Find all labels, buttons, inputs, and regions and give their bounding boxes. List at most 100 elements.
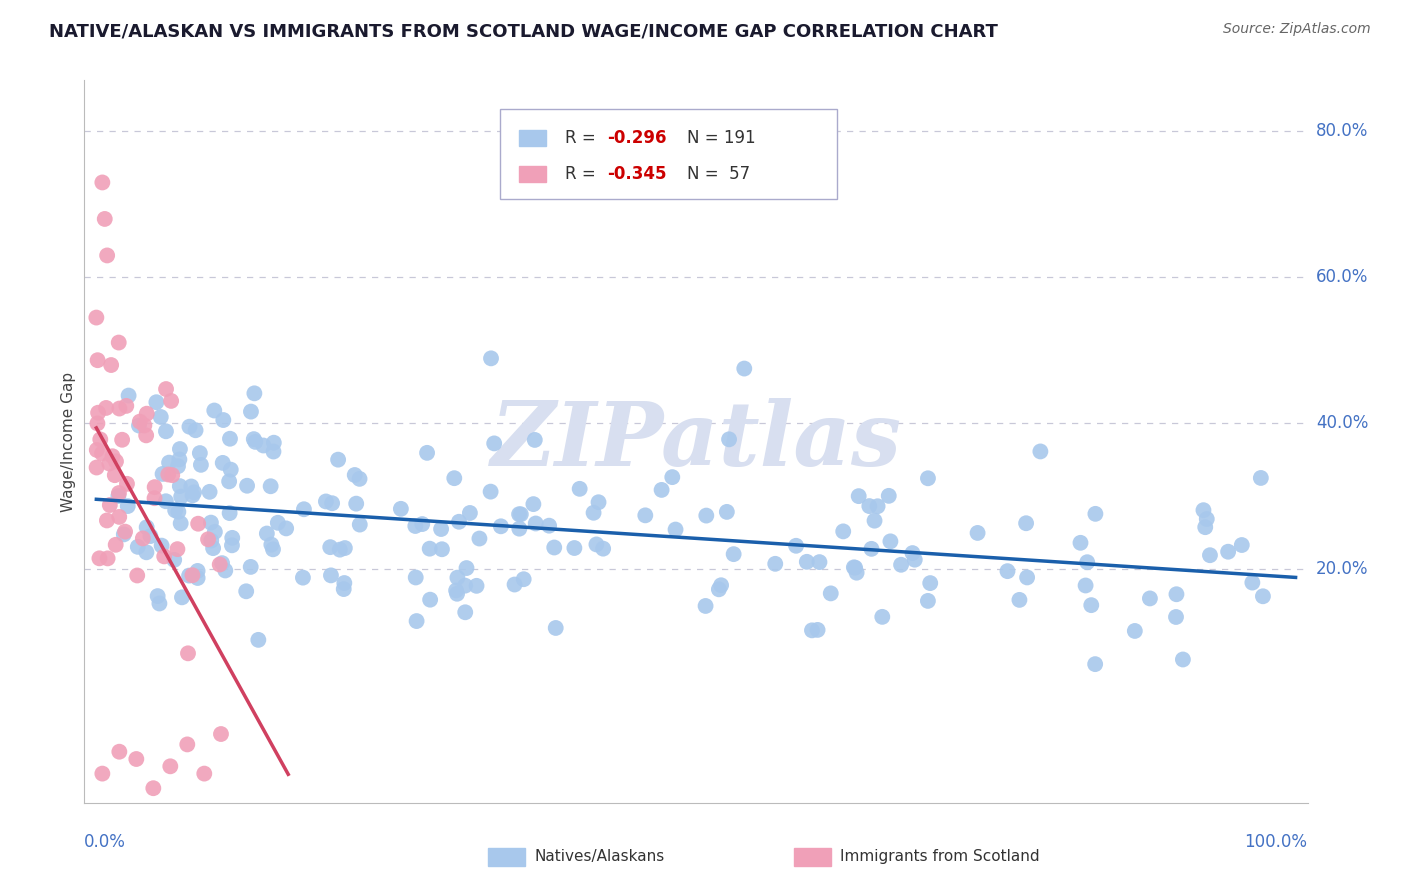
Point — [184, 423, 207, 437]
Point — [170, 490, 193, 504]
Point — [101, 449, 124, 463]
FancyBboxPatch shape — [488, 848, 524, 865]
FancyBboxPatch shape — [519, 166, 546, 182]
Text: Immigrants from Scotland: Immigrants from Scotland — [841, 849, 1040, 864]
Point — [879, 534, 901, 549]
Point — [695, 508, 717, 523]
Point — [218, 506, 240, 520]
Point — [664, 523, 686, 537]
Point — [343, 468, 366, 483]
Point — [332, 582, 354, 596]
Point — [1171, 652, 1194, 666]
Point — [160, 468, 183, 483]
Point — [479, 484, 502, 499]
Point — [1029, 444, 1052, 458]
Point — [458, 506, 481, 520]
Point — [181, 488, 204, 502]
Point — [159, 759, 181, 773]
Point — [108, 509, 131, 524]
Point — [149, 409, 172, 424]
Point — [508, 507, 530, 521]
Point — [108, 745, 131, 759]
Point — [538, 518, 561, 533]
Point — [169, 479, 191, 493]
Point — [405, 570, 427, 584]
Point — [200, 516, 222, 530]
Text: 80.0%: 80.0% — [1316, 122, 1368, 140]
Point — [202, 541, 225, 556]
Point — [920, 576, 942, 591]
Point — [661, 470, 683, 484]
Point — [177, 646, 200, 660]
Point — [524, 516, 547, 531]
Point — [243, 432, 266, 446]
Point — [901, 546, 924, 560]
Point — [108, 401, 131, 416]
FancyBboxPatch shape — [519, 130, 546, 146]
Point — [523, 433, 546, 447]
Point — [187, 571, 209, 585]
Point — [183, 485, 205, 500]
Point — [333, 541, 356, 555]
Point — [155, 425, 177, 439]
Point — [806, 623, 828, 637]
Point — [333, 576, 356, 591]
Point — [193, 766, 215, 780]
Point — [349, 472, 371, 486]
Point — [860, 541, 883, 556]
Point — [430, 522, 453, 536]
Point — [263, 435, 285, 450]
Point — [319, 568, 342, 582]
Point — [104, 538, 127, 552]
Text: Source: ZipAtlas.com: Source: ZipAtlas.com — [1223, 22, 1371, 37]
Point — [170, 516, 193, 531]
Point — [479, 351, 502, 366]
Point — [326, 452, 349, 467]
Point — [447, 515, 470, 529]
Point — [125, 752, 148, 766]
Point — [785, 539, 807, 553]
Point — [564, 541, 586, 555]
Point — [211, 456, 233, 470]
Text: 20.0%: 20.0% — [1316, 560, 1368, 578]
Point — [872, 610, 894, 624]
Point — [139, 529, 162, 543]
Point — [522, 497, 544, 511]
Point — [163, 553, 186, 567]
Text: -0.296: -0.296 — [606, 129, 666, 147]
Point — [1017, 570, 1039, 584]
Point — [91, 176, 114, 190]
Point — [117, 499, 139, 513]
Point — [98, 498, 121, 512]
Point — [112, 527, 135, 541]
Point — [315, 494, 337, 508]
Point — [146, 589, 169, 603]
Point — [1166, 587, 1188, 601]
Point — [252, 438, 274, 452]
Y-axis label: Wage/Income Gap: Wage/Income Gap — [60, 371, 76, 512]
Point — [1251, 589, 1274, 603]
Point — [94, 401, 117, 415]
Point — [454, 579, 477, 593]
Point — [1164, 610, 1187, 624]
Point — [796, 555, 818, 569]
FancyBboxPatch shape — [794, 848, 831, 865]
Point — [111, 433, 134, 447]
Text: 100.0%: 100.0% — [1244, 833, 1308, 851]
Point — [845, 566, 868, 580]
Point — [733, 361, 755, 376]
Point — [239, 404, 262, 418]
Point — [190, 458, 212, 472]
Point — [465, 579, 488, 593]
Point — [1080, 598, 1102, 612]
Point — [86, 460, 108, 475]
Point — [456, 561, 478, 575]
Text: Natives/Alaskans: Natives/Alaskans — [534, 849, 665, 864]
Point — [634, 508, 657, 523]
Point — [243, 386, 266, 401]
Point — [430, 542, 453, 557]
Point — [170, 591, 193, 605]
Point — [1194, 520, 1216, 534]
Point — [866, 500, 889, 514]
Point — [695, 599, 717, 613]
